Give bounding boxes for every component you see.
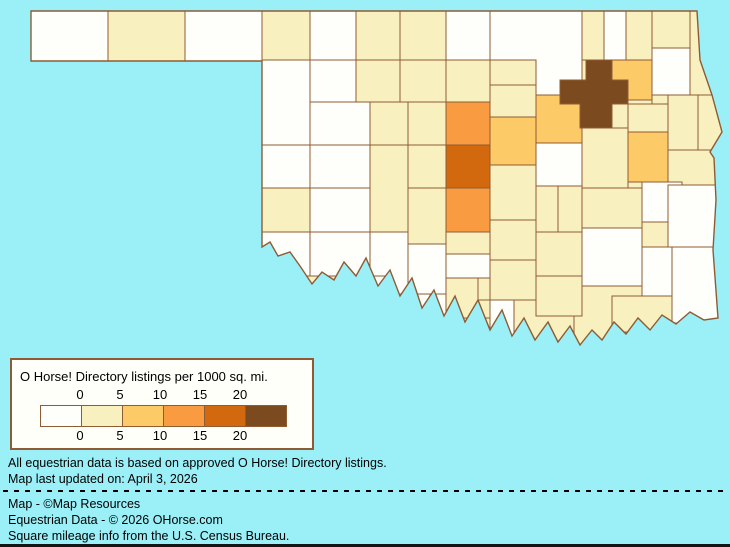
county-grady[interactable] bbox=[407, 187, 447, 245]
county-love[interactable] bbox=[445, 317, 491, 345]
county-craig[interactable] bbox=[625, 11, 653, 61]
oklahoma-county-map bbox=[30, 10, 723, 347]
county-beckham[interactable] bbox=[261, 187, 311, 233]
county-comanche[interactable] bbox=[369, 231, 409, 295]
county-kay[interactable] bbox=[445, 11, 491, 61]
county-stephens[interactable] bbox=[407, 243, 447, 295]
legend-swatch-0-5 bbox=[81, 405, 123, 427]
county-delaware[interactable] bbox=[651, 47, 691, 96]
county-ellis[interactable] bbox=[261, 59, 311, 146]
county-garvin[interactable] bbox=[445, 253, 491, 279]
county-washita[interactable] bbox=[309, 187, 371, 233]
legend-tick: 15 bbox=[192, 387, 208, 402]
legend-tick: 0 bbox=[76, 428, 84, 443]
county-woods[interactable] bbox=[309, 11, 357, 61]
legend-title: O Horse! Directory listings per 1000 sq.… bbox=[20, 369, 268, 384]
county-wagoner[interactable] bbox=[627, 103, 669, 133]
legend-tick: 5 bbox=[116, 428, 124, 443]
county-muskogee[interactable] bbox=[627, 131, 669, 183]
legend-color-scale bbox=[40, 405, 287, 427]
county-le-flore[interactable] bbox=[667, 184, 721, 248]
county-marshall[interactable] bbox=[489, 299, 515, 341]
legend-tick: 20 bbox=[232, 428, 248, 443]
county-custer[interactable] bbox=[309, 144, 371, 189]
legend-swatch-0 bbox=[40, 405, 82, 427]
county-oklahoma[interactable] bbox=[445, 144, 491, 189]
legend-tick: 0 bbox=[76, 387, 84, 402]
county-mccurtain[interactable] bbox=[671, 246, 721, 324]
county-jackson[interactable] bbox=[295, 275, 351, 327]
county-harmon[interactable] bbox=[261, 275, 297, 322]
county-texas[interactable] bbox=[107, 11, 186, 62]
county-garfield[interactable] bbox=[399, 59, 447, 103]
county-caddo[interactable] bbox=[369, 144, 409, 233]
legend-tick: 10 bbox=[152, 428, 168, 443]
legend-swatch-15-20 bbox=[204, 405, 246, 427]
county-mcclain[interactable] bbox=[445, 231, 491, 255]
county-seminole[interactable] bbox=[535, 185, 559, 233]
legend-tick: 5 bbox=[116, 387, 124, 402]
county-kingfisher[interactable] bbox=[407, 101, 447, 146]
county-blaine[interactable] bbox=[369, 101, 409, 146]
legend-tick: 15 bbox=[192, 428, 208, 443]
county-choctaw[interactable] bbox=[611, 295, 673, 333]
county-hughes[interactable] bbox=[557, 185, 583, 233]
county-cleveland[interactable] bbox=[445, 187, 491, 233]
county-adair[interactable] bbox=[697, 94, 722, 151]
county-ottawa[interactable] bbox=[651, 11, 691, 49]
county-beaver[interactable] bbox=[184, 11, 263, 62]
note-data-source: All equestrian data is based on approved… bbox=[8, 456, 387, 470]
dashed-separator bbox=[3, 490, 727, 492]
county-pittsburg[interactable] bbox=[581, 227, 643, 287]
county-washington[interactable] bbox=[581, 11, 605, 61]
legend-box: O Horse! Directory listings per 1000 sq.… bbox=[10, 358, 314, 450]
county-lincoln[interactable] bbox=[489, 116, 537, 166]
county-tulsa[interactable] bbox=[559, 59, 629, 129]
county-alfalfa[interactable] bbox=[355, 11, 401, 61]
county-okfuskee[interactable] bbox=[535, 142, 583, 187]
county-tillman[interactable] bbox=[349, 275, 393, 323]
county-harper[interactable] bbox=[261, 11, 311, 61]
county-pushmataha[interactable] bbox=[641, 246, 673, 297]
county-cherokee[interactable] bbox=[667, 94, 699, 151]
legend-ticks-bottom: 0 5 10 15 20 bbox=[12, 428, 312, 443]
legend-swatch-10-15 bbox=[163, 405, 205, 427]
legend-swatch-5-10 bbox=[122, 405, 164, 427]
county-payne[interactable] bbox=[489, 84, 537, 118]
county-latimer[interactable] bbox=[641, 221, 669, 248]
county-roger-mills[interactable] bbox=[261, 144, 311, 189]
note-last-updated: Map last updated on: April 3, 2026 bbox=[8, 472, 198, 486]
county-pontotoc[interactable] bbox=[489, 219, 537, 261]
county-okmulgee[interactable] bbox=[581, 127, 629, 189]
credit-equestrian-data: Equestrian Data - © 2026 OHorse.com bbox=[8, 513, 223, 527]
legend-swatch-20+ bbox=[245, 405, 287, 427]
county-mcintosh[interactable] bbox=[581, 187, 643, 229]
county-noble[interactable] bbox=[445, 59, 491, 103]
county-coal[interactable] bbox=[535, 231, 583, 277]
county-logan[interactable] bbox=[445, 101, 491, 146]
county-nowata[interactable] bbox=[603, 11, 627, 61]
county-cotton[interactable] bbox=[391, 293, 431, 335]
legend-ticks-top: 0 5 10 15 20 bbox=[12, 387, 312, 402]
county-woodward[interactable] bbox=[309, 59, 357, 103]
county-pawnee[interactable] bbox=[489, 59, 537, 86]
county-atoka[interactable] bbox=[535, 275, 583, 317]
legend-tick: 20 bbox=[232, 387, 248, 402]
credit-square-mileage: Square mileage info from the U.S. Census… bbox=[8, 529, 290, 543]
county-major[interactable] bbox=[355, 59, 401, 103]
county-dewey[interactable] bbox=[309, 101, 371, 146]
credit-map: Map - ©Map Resources bbox=[8, 497, 141, 511]
legend-tick: 10 bbox=[152, 387, 168, 402]
state-outline bbox=[30, 10, 723, 347]
county-johnston[interactable] bbox=[489, 259, 537, 301]
county-pottawatomie[interactable] bbox=[489, 164, 537, 221]
county-canadian[interactable] bbox=[407, 144, 447, 189]
county-grant[interactable] bbox=[399, 11, 447, 61]
county-cimarron[interactable] bbox=[31, 11, 109, 62]
